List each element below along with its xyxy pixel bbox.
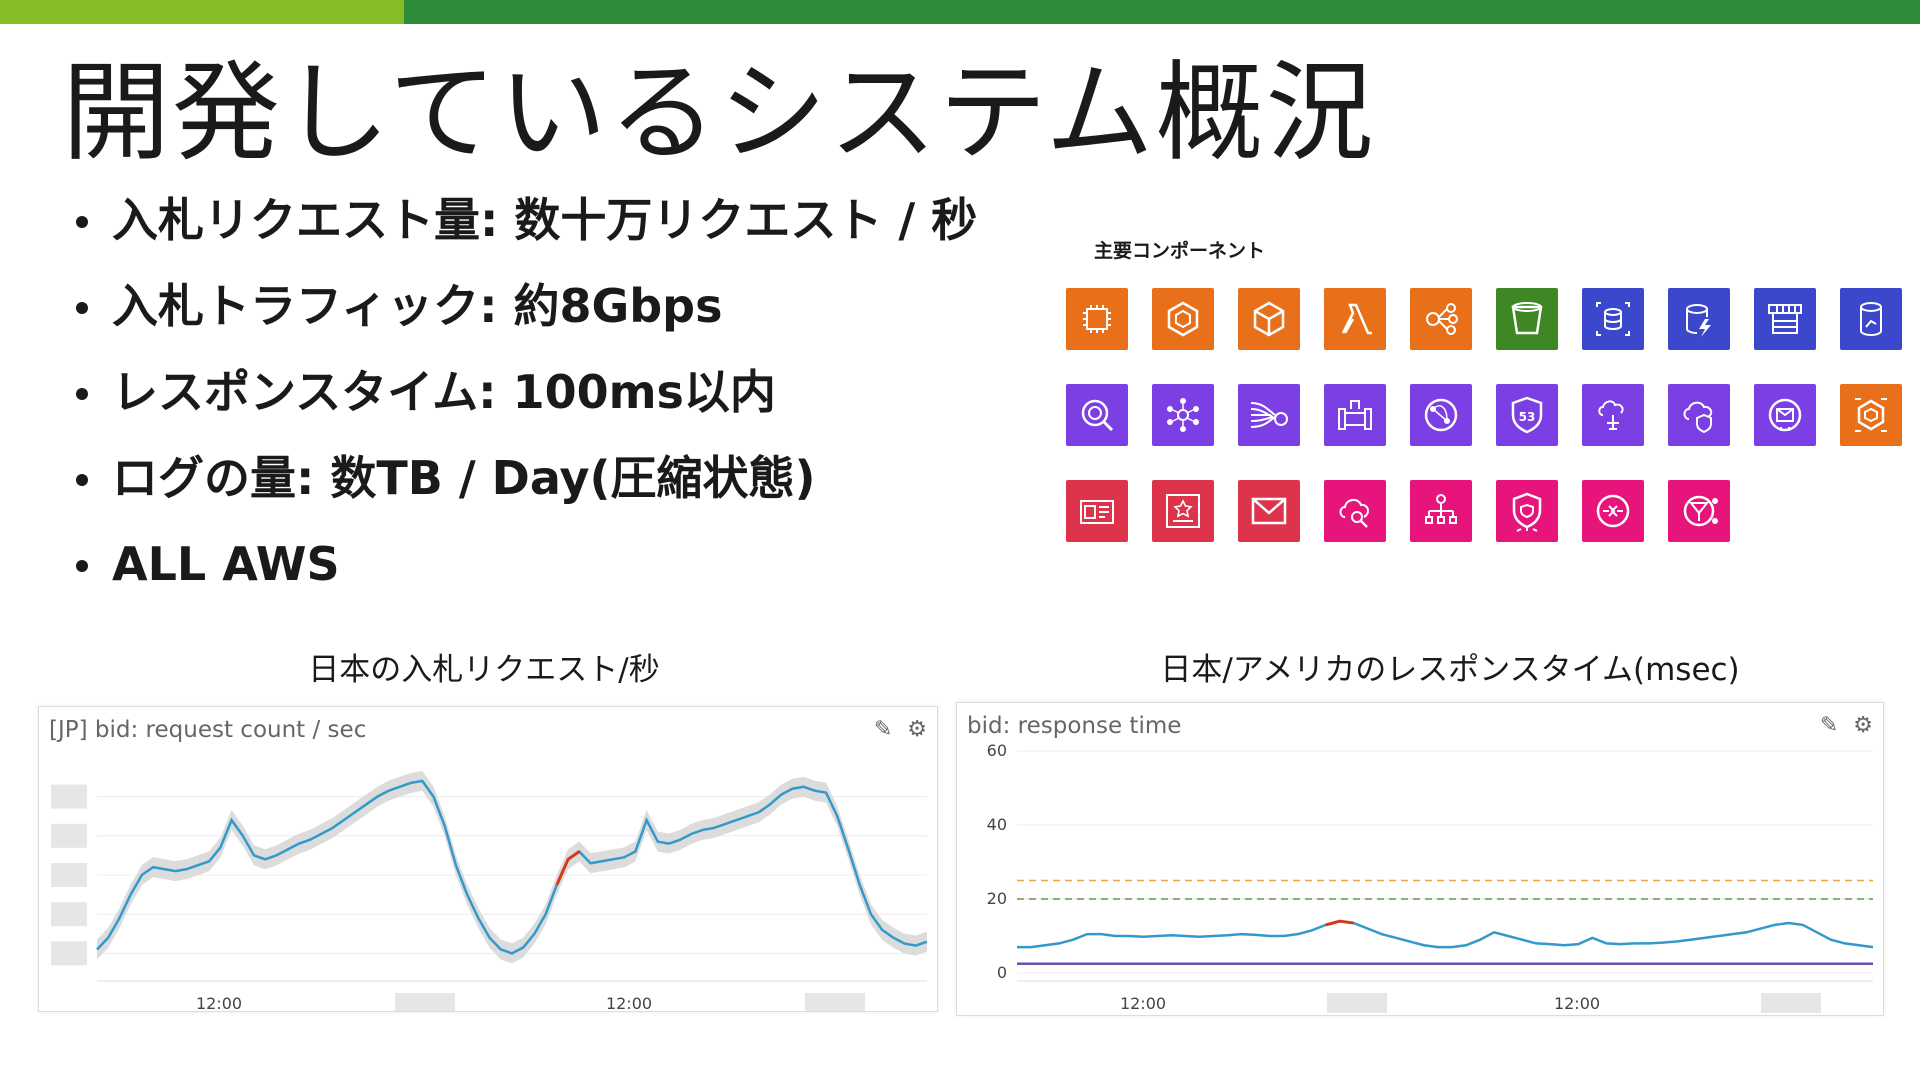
obscured-tick-label xyxy=(51,823,87,848)
y-tick-label: 40 xyxy=(987,815,1007,834)
top-accent-bar xyxy=(0,0,1920,24)
bullet-text: 入札リクエスト量: 数十万リクエスト / 秒 xyxy=(112,193,978,247)
cloudfront-icon xyxy=(1410,384,1472,446)
organizations-icon xyxy=(1410,480,1472,542)
right-chart-caption: 日本/アメリカのレスポンスタイム(msec) xyxy=(1160,652,1740,688)
aurora-icon xyxy=(1840,288,1902,350)
step-functions-icon xyxy=(1410,288,1472,350)
secrets-manager-icon xyxy=(1066,480,1128,542)
x-tick-label: 12:00 xyxy=(1120,994,1166,1013)
bullet-item: ログの量: 数TB / Day(圧縮状態) xyxy=(72,448,977,534)
confidence-band xyxy=(97,770,927,964)
series-line xyxy=(1017,919,1874,949)
dynamodb-icon xyxy=(1668,288,1730,350)
elasticache-icon xyxy=(1754,288,1816,350)
guardduty-icon xyxy=(1496,480,1558,542)
config-icon xyxy=(1668,480,1730,542)
panel-title: bid: response time xyxy=(967,713,1182,739)
bullet-text: ALL AWS xyxy=(112,537,340,591)
y-tick-label: 0 xyxy=(997,963,1007,982)
response-time-plot: 0 20 40 60 12:00 12:00 xyxy=(987,741,1874,1013)
y-tick-label: 60 xyxy=(987,741,1007,760)
obscured-date-label xyxy=(395,993,455,1011)
panel-tools: ✎ ⚙ xyxy=(866,717,927,742)
obscured-tick-label xyxy=(51,902,87,927)
elastic-beanstalk-icon xyxy=(1238,288,1300,350)
bullet-dot xyxy=(76,388,88,400)
msk-icon xyxy=(1152,384,1214,446)
bullet-text: ログの量: 数TB / Day(圧縮状態) xyxy=(112,451,816,505)
anomaly-segment xyxy=(1325,919,1354,927)
bullet-dot xyxy=(76,216,88,228)
bullet-dot xyxy=(76,474,88,486)
direct-connect-icon xyxy=(1582,384,1644,446)
anomaly-segment xyxy=(555,850,581,886)
bullet-dot xyxy=(76,302,88,314)
svg-text:53: 53 xyxy=(1519,410,1536,424)
pencil-icon[interactable]: ✎ xyxy=(1819,713,1839,738)
bullet-list: 入札リクエスト量: 数十万リクエスト / 秒 入札トラフィック: 約8Gbps … xyxy=(72,190,977,620)
database-migration-icon xyxy=(1582,288,1644,350)
obscured-tick-label xyxy=(51,784,87,809)
data-pipeline-icon xyxy=(1324,384,1386,446)
components-label: 主要コンポーネント xyxy=(1094,240,1266,262)
obscured-tick-label xyxy=(51,863,87,887)
pencil-icon[interactable]: ✎ xyxy=(873,717,893,742)
bullet-text: レスポンスタイム: 100ms以内 xyxy=(112,365,776,419)
bullet-item: 入札リクエスト量: 数十万リクエスト / 秒 xyxy=(72,190,977,276)
bullet-item: ALL AWS xyxy=(72,534,977,620)
request-count-plot: 12:00 12:00 xyxy=(51,770,928,1011)
bullet-dot xyxy=(76,560,88,572)
series-line xyxy=(96,779,928,955)
obscured-date-label xyxy=(1327,993,1387,1013)
response-time-panel: 0 20 40 60 12:00 12:00 bid: response time ✎ ⚙ xyxy=(956,702,1884,1016)
request-count-panel: 12:00 12:00 [JP] bid: request count / sec… xyxy=(38,706,938,1012)
component-icon-grid: 53 xyxy=(1066,288,1906,548)
gear-icon[interactable]: ⚙ xyxy=(907,717,927,742)
slide-title: 開発しているシステム概況 xyxy=(62,51,1376,176)
cloudwatch-icon xyxy=(1324,480,1386,542)
x-tick-label: 12:00 xyxy=(1554,994,1600,1013)
bullet-text: 入札トラフィック: 約8Gbps xyxy=(112,279,723,333)
obscured-date-label xyxy=(805,993,865,1011)
x-tick-label: 12:00 xyxy=(196,994,242,1011)
left-chart-caption: 日本の入札リクエスト/秒 xyxy=(308,652,660,688)
ses-mail-icon xyxy=(1238,480,1300,542)
s3-bucket-icon xyxy=(1496,288,1558,350)
athena-icon xyxy=(1066,384,1128,446)
bullet-item: レスポンスタイム: 100ms以内 xyxy=(72,362,977,448)
ecs-icon xyxy=(1152,288,1214,350)
vpc-endpoint-icon xyxy=(1754,384,1816,446)
accent-bar-light xyxy=(0,0,404,24)
kinesis-icon xyxy=(1238,384,1300,446)
certificate-manager-icon xyxy=(1152,480,1214,542)
panel-tools: ✎ ⚙ xyxy=(1812,713,1873,738)
shield-icon xyxy=(1668,384,1730,446)
gear-icon[interactable]: ⚙ xyxy=(1853,713,1873,738)
bullet-item: 入札トラフィック: 約8Gbps xyxy=(72,276,977,362)
lambda-icon xyxy=(1324,288,1386,350)
x-tick-label: 12:00 xyxy=(606,994,652,1011)
obscured-tick-label xyxy=(51,941,87,966)
panel-title: [JP] bid: request count / sec xyxy=(49,717,367,743)
ec2-instance-icon xyxy=(1066,288,1128,350)
route53-icon: 53 xyxy=(1496,384,1558,446)
iot-icon xyxy=(1840,384,1902,446)
eventbridge-icon xyxy=(1582,480,1644,542)
accent-bar-dark xyxy=(404,0,1920,24)
y-tick-label: 20 xyxy=(987,889,1007,908)
obscured-date-label xyxy=(1761,993,1821,1013)
